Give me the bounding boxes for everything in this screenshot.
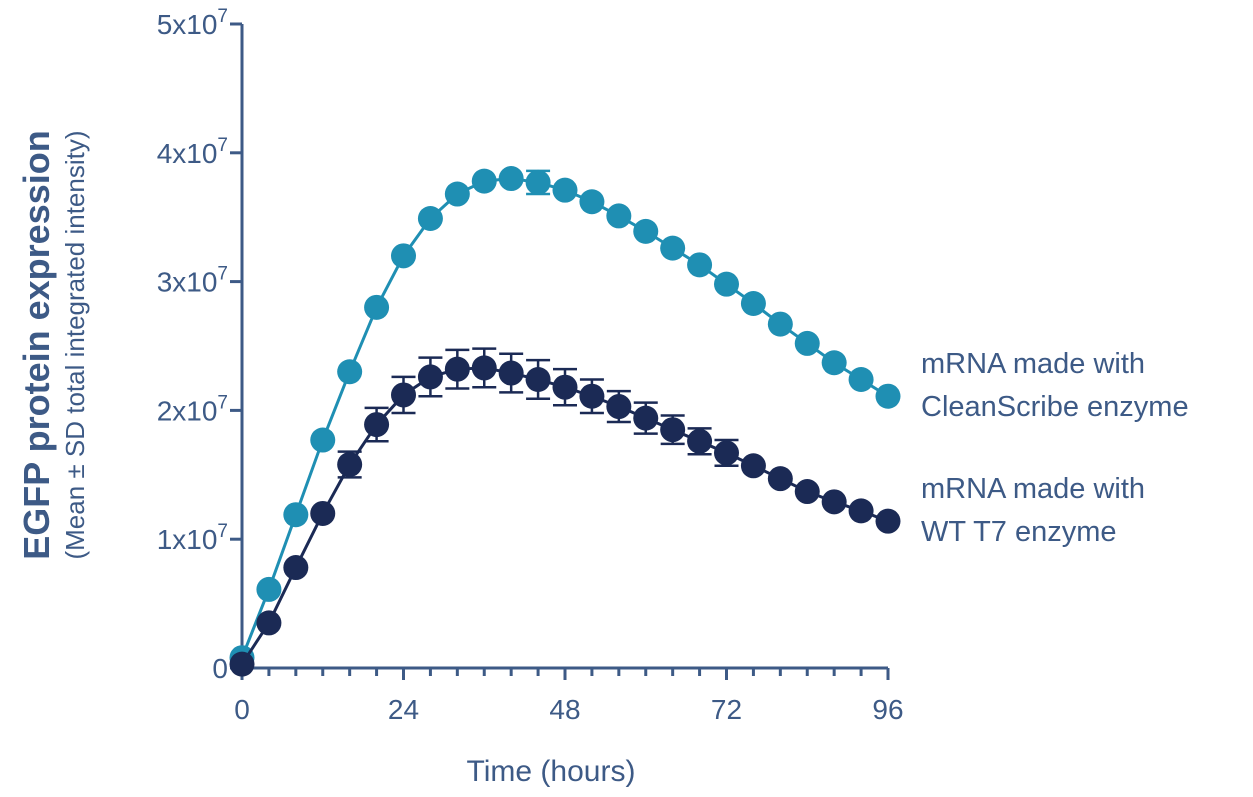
y-tick-label-mantissa: 2x10	[157, 395, 218, 426]
data-point	[498, 360, 524, 386]
legend-label: CleanScribe enzyme	[921, 391, 1189, 423]
data-point	[471, 168, 497, 194]
data-point	[767, 311, 793, 337]
y-tick-label-exponent: 7	[217, 521, 228, 542]
data-point	[417, 364, 443, 390]
data-point	[256, 610, 282, 636]
legend-label: WT T7 enzyme	[921, 516, 1117, 548]
y-tick-label-mantissa: 4x10	[157, 138, 218, 169]
series-layer	[229, 166, 901, 677]
data-point	[391, 243, 416, 269]
x-axis-title: Time (hours)	[467, 755, 636, 788]
data-point	[875, 508, 901, 534]
y-tick-label-exponent: 7	[217, 135, 228, 156]
data-point	[391, 382, 416, 408]
data-point	[310, 427, 336, 453]
data-point	[552, 177, 578, 203]
y-tick-label-mantissa: 3x10	[157, 267, 218, 298]
x-ticks: 0 24 48 72 96	[234, 668, 904, 725]
y-tick-label-mantissa: 5x10	[157, 9, 218, 40]
data-point	[633, 218, 659, 244]
y-tick-label: 2x107	[157, 392, 228, 426]
data-point	[417, 205, 443, 231]
data-point	[364, 412, 390, 438]
data-point	[794, 330, 820, 356]
x-tick-label: 96	[872, 694, 903, 725]
y-axis-subtitle: (Mean ± SD total integrated intensity)	[60, 130, 90, 559]
data-point	[444, 356, 470, 382]
x-tick-label: 0	[234, 694, 250, 725]
y-tick-label: 5x107	[157, 6, 228, 40]
data-point	[364, 294, 390, 320]
data-point	[714, 440, 739, 466]
x-tick-label: 48	[549, 694, 580, 725]
series-1	[229, 347, 901, 677]
data-point	[606, 394, 632, 420]
y-tick-label-mantissa: 1x10	[157, 524, 218, 555]
series-0	[229, 166, 901, 671]
series-line	[240, 366, 889, 665]
data-point	[848, 498, 874, 524]
y-tick-label-exponent: 7	[217, 6, 228, 27]
data-point	[283, 502, 309, 528]
axis-titles: EGFP protein expression (Mean ± SD total…	[16, 130, 635, 788]
data-point	[283, 555, 309, 581]
data-point	[740, 453, 766, 479]
data-point	[767, 466, 793, 492]
data-point	[444, 181, 470, 207]
data-point	[848, 366, 874, 392]
y-tick-label: 4x107	[157, 135, 228, 169]
data-point	[821, 350, 847, 376]
legend-label: mRNA made with	[921, 348, 1145, 380]
data-point	[525, 169, 551, 195]
data-point	[579, 383, 605, 409]
data-point	[606, 203, 632, 229]
data-point	[310, 500, 336, 526]
legend: mRNA made with CleanScribe enzyme mRNA mad…	[921, 348, 1189, 548]
data-point	[525, 366, 551, 392]
data-point	[498, 166, 524, 192]
y-tick-label-mantissa: 0	[212, 653, 228, 684]
data-point	[229, 651, 255, 677]
y-tick-label-exponent: 7	[217, 392, 228, 413]
data-point	[579, 189, 605, 215]
x-tick-label: 72	[711, 694, 742, 725]
data-point	[794, 479, 820, 505]
y-tick-label: 1x107	[157, 521, 228, 555]
data-point	[337, 359, 363, 385]
y-tick-label: 0	[212, 653, 228, 684]
data-point	[660, 417, 686, 443]
data-point	[875, 383, 901, 409]
y-tick-label: 3x107	[157, 264, 228, 298]
data-point	[552, 374, 578, 400]
data-point	[471, 355, 497, 381]
data-point	[256, 576, 282, 602]
axes	[240, 24, 888, 670]
data-point	[660, 235, 686, 261]
data-point	[714, 271, 739, 297]
data-point	[337, 451, 363, 477]
legend-label: mRNA made with	[921, 473, 1145, 505]
y-axis-title: EGFP protein expression	[16, 130, 57, 559]
series-line	[240, 177, 889, 659]
data-point	[740, 290, 766, 316]
data-point	[687, 428, 713, 454]
data-point	[633, 405, 659, 431]
y-tick-label-exponent: 7	[217, 264, 228, 285]
x-tick-label: 24	[388, 694, 419, 725]
data-point	[687, 252, 713, 278]
data-point	[821, 489, 847, 515]
